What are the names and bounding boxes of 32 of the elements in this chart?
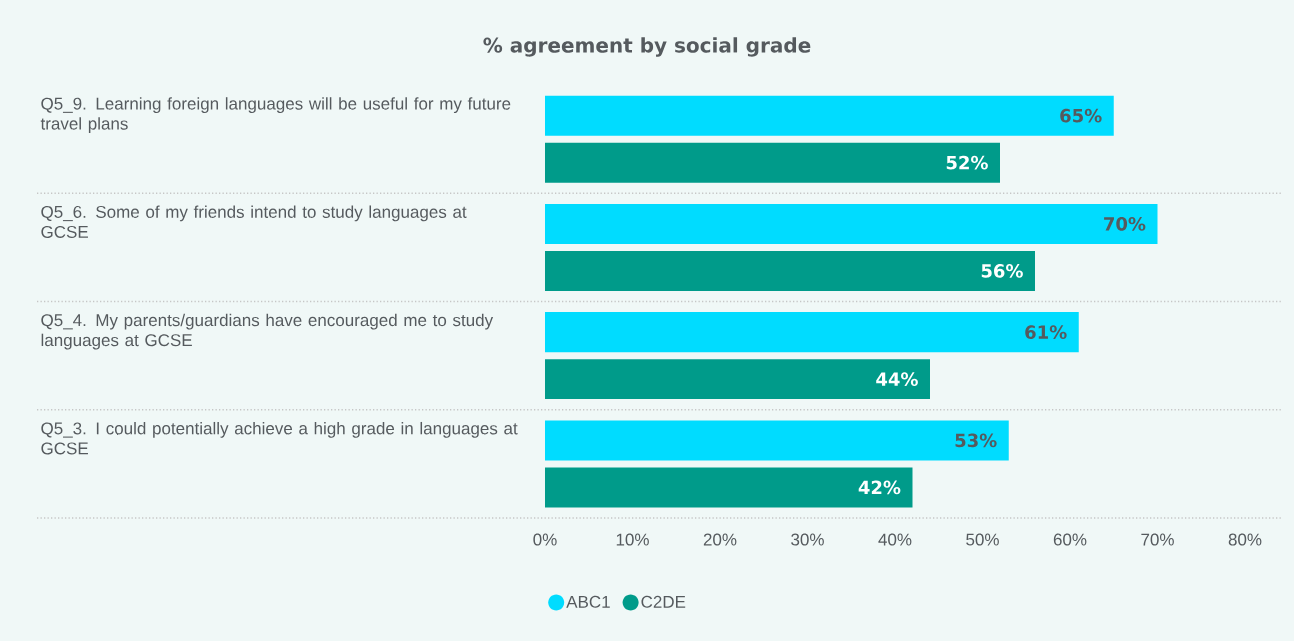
data-label: 52% (946, 155, 988, 170)
data-label: 44% (876, 372, 918, 386)
y-tick-label: Q5_3. I could potentially achieve a high grade in languages at GCSE (41, 421, 518, 455)
x-tick-label: 10% (616, 533, 649, 546)
x-tick-label: 70% (1141, 533, 1174, 546)
x-tick-label: 50% (966, 533, 999, 546)
bar (545, 467, 913, 508)
data-label: 42% (858, 480, 901, 495)
chart-title: % agreement by social grade (483, 37, 811, 57)
y-tick-label: Q5_9. Learning foreign languages will be useful for my future travel plans (40, 97, 511, 134)
data-label: 70% (1104, 217, 1146, 231)
x-tick-label: 80% (1228, 533, 1262, 546)
bar (545, 420, 1009, 461)
data-label: 61% (1025, 325, 1067, 339)
x-tick-label: 0% (533, 533, 557, 546)
x-tick-label: 40% (878, 533, 912, 546)
bar (545, 142, 1000, 183)
x-tick-label: 60% (1053, 533, 1087, 546)
legend-label: ABC1 (566, 595, 610, 608)
bar (545, 203, 1158, 244)
y-tick-label: Q5_4. My parents/guardians have encouraged me to study languages at GCSE (41, 313, 494, 350)
data-label: 56% (981, 264, 1023, 278)
bar (545, 359, 930, 400)
legend-label: C2DE (641, 595, 686, 608)
bar (545, 250, 1035, 291)
data-label: 65% (1060, 108, 1102, 123)
x-tick-label: 20% (703, 533, 737, 546)
data-label: 53% (955, 433, 997, 448)
x-tick-label: 30% (791, 533, 824, 546)
y-tick-label: Q5_6. Some of my friends intend to study languages at GCSE (41, 205, 467, 238)
bar (545, 312, 1079, 353)
bar (545, 95, 1114, 136)
